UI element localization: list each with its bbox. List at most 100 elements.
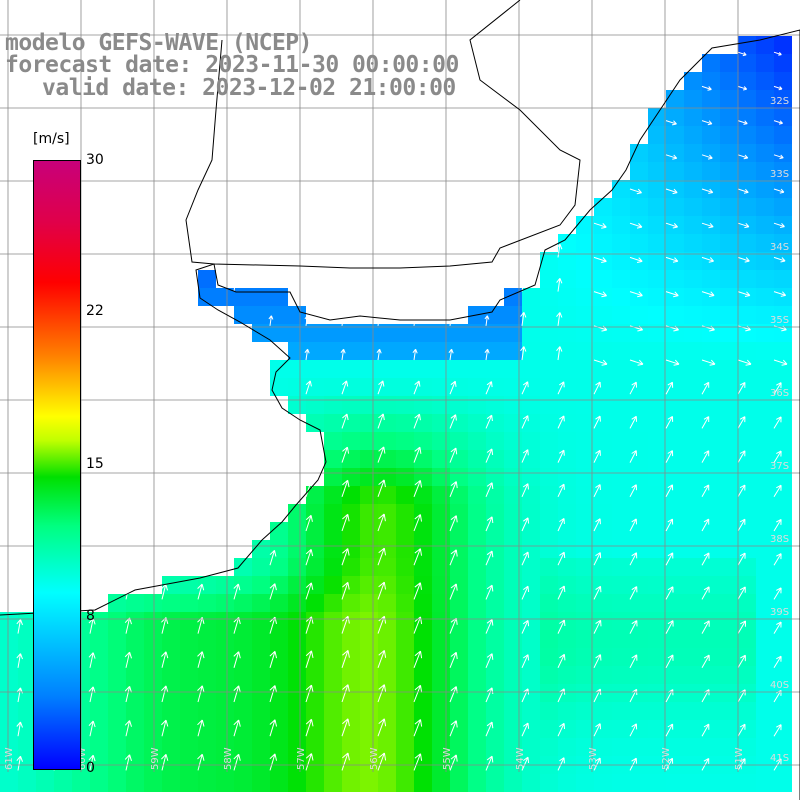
coastline (0, 29, 800, 800)
speed-cell (702, 576, 720, 594)
speed-cell (702, 414, 720, 432)
speed-cell (774, 306, 792, 324)
speed-cell (342, 414, 360, 432)
speed-cell (738, 72, 756, 90)
speed-cell (378, 666, 396, 684)
speed-cell (540, 774, 558, 792)
speed-cell (486, 396, 504, 414)
speed-cell (450, 774, 468, 792)
wind-arrow (773, 621, 782, 634)
wind-arrow (629, 222, 643, 229)
speed-cell (756, 468, 774, 486)
speed-cell (576, 288, 594, 306)
speed-cell (270, 288, 288, 306)
speed-cell (666, 522, 684, 540)
speed-cell (504, 684, 522, 702)
speed-cell (756, 270, 774, 288)
speed-cell (378, 576, 396, 594)
speed-cell (630, 486, 648, 504)
speed-cell (486, 540, 504, 558)
lon-label: 51W (734, 747, 745, 770)
lat-label: 34S (770, 242, 789, 253)
speed-cell (576, 342, 594, 360)
wind-arrow (233, 753, 241, 771)
speed-cell (756, 198, 774, 216)
speed-cell (306, 666, 324, 684)
lat-label: 35S (770, 315, 789, 326)
wind-arrow (413, 582, 422, 600)
speed-cell (18, 630, 36, 648)
speed-cell (414, 558, 432, 576)
speed-cell (702, 702, 720, 720)
speed-cell (612, 648, 630, 666)
wind-arrow (485, 653, 494, 668)
lat-label: 40S (770, 680, 789, 691)
speed-cell (630, 198, 648, 216)
speed-cell (306, 414, 324, 432)
speed-cell (702, 342, 720, 360)
speed-cell (522, 504, 540, 522)
lat-label: 33S (770, 169, 789, 180)
speed-cell (720, 594, 738, 612)
speed-cell (540, 486, 558, 504)
wind-arrow (413, 684, 423, 703)
speed-cell (108, 648, 126, 666)
speed-cell (504, 738, 522, 756)
wind-arrow (773, 587, 782, 600)
speed-cell (396, 774, 414, 792)
lon-label: 52W (661, 747, 672, 770)
speed-cell (486, 648, 504, 666)
speed-cell (720, 90, 738, 108)
speed-cell (522, 774, 540, 792)
speed-cell (738, 234, 756, 252)
wind-arrow (161, 685, 169, 703)
speed-cell (576, 540, 594, 558)
wind-arrow (593, 757, 601, 771)
wind-arrow (629, 415, 637, 429)
wind-arrow (341, 446, 350, 463)
speed-cell (684, 234, 702, 252)
wind-arrow (521, 517, 530, 532)
speed-cell (630, 378, 648, 396)
speed-cell (432, 378, 450, 396)
speed-cell (108, 684, 126, 702)
speed-cell (558, 270, 576, 288)
speed-cell (630, 162, 648, 180)
speed-cell (630, 432, 648, 450)
speed-cell (756, 342, 774, 360)
speed-cell (288, 684, 306, 702)
wind-arrow (773, 416, 782, 429)
speed-cell (630, 594, 648, 612)
speed-cell (414, 486, 432, 504)
speed-cell (774, 522, 792, 540)
speed-cell (576, 684, 594, 702)
speed-cell (360, 558, 378, 576)
wind-arrow (629, 450, 637, 463)
speed-cell (630, 630, 648, 648)
speed-cell (108, 702, 126, 720)
speed-cell (576, 378, 594, 396)
speed-cell (684, 270, 702, 288)
wind-arrow (737, 154, 749, 160)
speed-cell (378, 684, 396, 702)
speed-cell (738, 630, 756, 648)
wind-arrow (557, 381, 565, 395)
speed-cell (684, 684, 702, 702)
speed-cell (468, 774, 486, 792)
speed-cell (612, 180, 630, 198)
speed-cell (108, 666, 126, 684)
speed-cell (432, 666, 450, 684)
speed-cell (216, 684, 234, 702)
speed-cell (666, 288, 684, 306)
speed-cell (648, 360, 666, 378)
speed-cell (324, 648, 342, 666)
speed-cell (18, 702, 36, 720)
speed-cell (666, 558, 684, 576)
wind-arrow (449, 549, 458, 566)
speed-cell (648, 738, 666, 756)
speed-cell (342, 432, 360, 450)
speed-cell (288, 540, 306, 558)
speed-cell (720, 378, 738, 396)
speed-cell (216, 594, 234, 612)
speed-cell (594, 648, 612, 666)
